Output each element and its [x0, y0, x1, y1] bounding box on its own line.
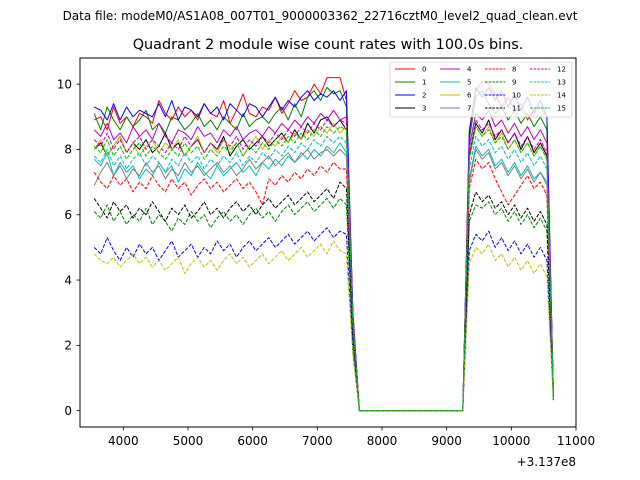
x-tick-label: 8000: [367, 434, 398, 448]
legend-label-2: 2: [422, 92, 426, 100]
x-tick-label: 5000: [173, 434, 204, 448]
y-tick-label: 4: [64, 273, 72, 287]
series-line-8: [93, 158, 554, 412]
legend-label-7: 7: [467, 105, 471, 113]
y-tick-label: 2: [64, 339, 72, 353]
series-line-7: [93, 148, 554, 412]
series-line-10: [93, 227, 554, 412]
series-line-6: [93, 122, 554, 412]
legend-label-12: 12: [557, 66, 566, 74]
y-axis: 0 2 4 6 8 10: [57, 77, 80, 418]
series-line-14: [93, 240, 554, 412]
legend-label-14: 14: [557, 92, 566, 100]
x-axis: 4000 5000 6000 7000 8000 9000 10000 11000: [108, 427, 595, 448]
legend-label-3: 3: [422, 105, 426, 113]
data-file-caption: Data file: modeM0/AS1A08_007T01_90000033…: [63, 9, 578, 23]
legend-label-10: 10: [512, 92, 521, 100]
legend-label-13: 13: [557, 79, 566, 87]
legend-label-4: 4: [467, 66, 472, 74]
x-tick-label: 10000: [492, 434, 530, 448]
series-line-13: [93, 135, 554, 412]
y-tick-label: 0: [64, 404, 72, 418]
legend-label-9: 9: [512, 79, 516, 87]
x-tick-label: 7000: [302, 434, 333, 448]
legend-label-0: 0: [422, 66, 426, 74]
plot-frame: [79, 57, 577, 428]
legend-label-8: 8: [512, 66, 516, 74]
x-tick-label: 11000: [557, 434, 595, 448]
x-tick-label: 6000: [237, 434, 268, 448]
series-line-11: [93, 181, 554, 412]
x-axis-offset-label: +3.137e8: [517, 455, 576, 469]
legend-label-11: 11: [512, 105, 521, 113]
series-lines: [93, 77, 554, 412]
legend-label-5: 5: [467, 79, 471, 87]
x-tick-label: 4000: [108, 434, 139, 448]
legend-box: [389, 61, 573, 118]
legend-label-6: 6: [467, 92, 472, 100]
series-line-3: [93, 116, 554, 412]
series-line-12: [93, 119, 554, 412]
series-line-9: [93, 197, 554, 412]
series-line-15: [93, 126, 554, 412]
legend-label-15: 15: [557, 105, 566, 113]
legend-label-1: 1: [422, 79, 426, 87]
y-tick-label: 10: [57, 77, 72, 91]
y-tick-label: 6: [64, 208, 72, 222]
chart-title: Quadrant 2 module wise count rates with …: [133, 37, 524, 53]
y-tick-label: 8: [64, 143, 72, 157]
x-tick-label: 9000: [431, 434, 462, 448]
